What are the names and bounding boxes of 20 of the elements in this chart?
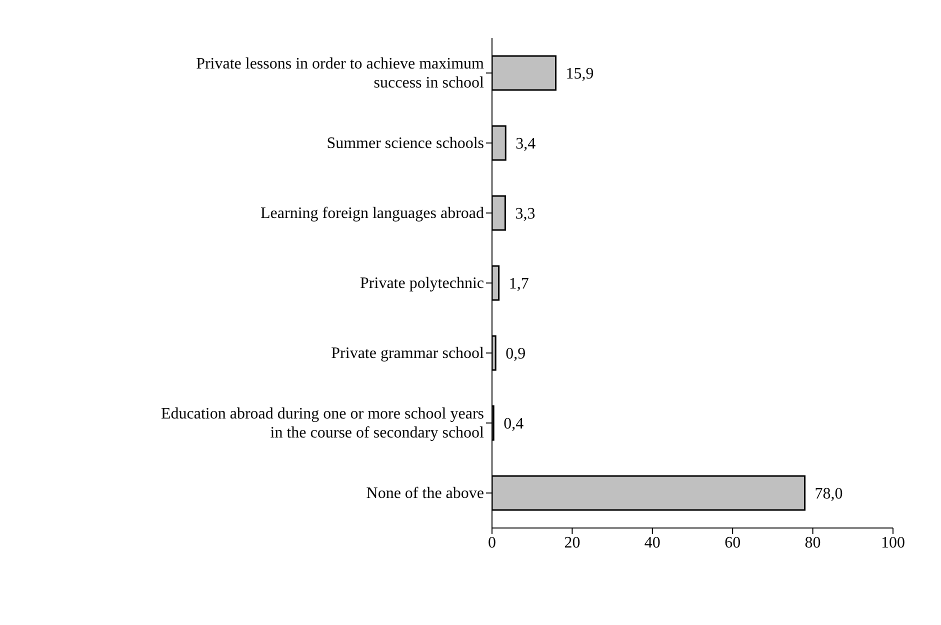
y-tick-label: Private lessons in order to achieve maximum success in school [196, 55, 485, 91]
y-tick-label: Learning foreign languages abroad [260, 204, 484, 222]
x-tick-label: 20 [564, 534, 580, 552]
x-tick-label: 80 [804, 534, 821, 552]
x-tick-label: 60 [724, 534, 741, 552]
y-tick-label: Education abroad during one or more school years in the course of secondary school [160, 405, 485, 441]
y-tick-label: Summer science schools [326, 134, 484, 152]
x-tick-label: 40 [644, 534, 660, 552]
data-label: 1,7 [508, 276, 529, 293]
x-tick-label: 100 [881, 534, 905, 552]
data-label: 15,9 [566, 66, 594, 83]
y-tick-label: Private polytechnic [360, 274, 484, 292]
data-label: 0,9 [506, 346, 526, 363]
x-tick-label: 0 [488, 534, 496, 552]
data-label: 78,0 [814, 486, 843, 503]
data-label: 3,3 [515, 206, 536, 223]
y-tick-label: Private grammar school [331, 344, 485, 362]
y-tick-label: None of the above [366, 484, 484, 502]
data-label: 0,4 [504, 416, 524, 433]
data-label: 3,4 [516, 136, 536, 153]
